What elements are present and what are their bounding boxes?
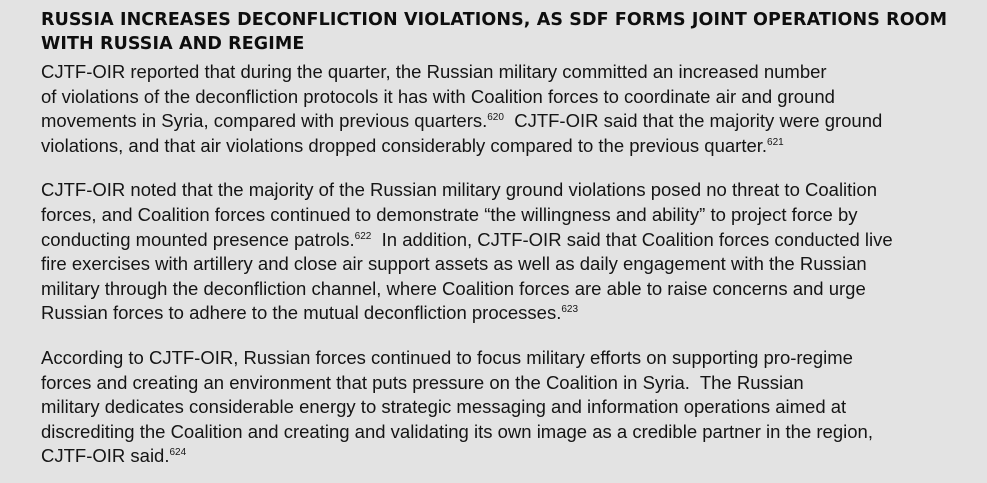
footnote-ref-623: 623 [561, 304, 579, 316]
paragraph-2: CJTF-OIR noted that the majority of the … [41, 178, 947, 326]
text-line: discrediting the Coalition and creating … [41, 420, 873, 442]
text-line: conducting mounted presence patrols.622 … [41, 228, 947, 253]
text-line: forces, and Coalition forces continued t… [41, 203, 858, 225]
text-run: violations, and that air violations drop… [41, 134, 768, 156]
footnote-ref-620: 620 [487, 112, 504, 124]
paragraph-3: According to CJTF-OIR, Russian forces co… [41, 346, 947, 469]
text-run: In addition, CJTF-OIR said that Coalitio… [371, 228, 893, 250]
text-run: CJTF-OIR said. [41, 445, 170, 467]
text-run: Russian forces to adhere to the mutual d… [41, 302, 562, 324]
text-line: CJTF-OIR said.624 [41, 444, 947, 469]
paragraph-1: CJTF-OIR reported that during the quarte… [41, 60, 947, 158]
text-line: According to CJTF-OIR, Russian forces co… [41, 346, 853, 368]
text-line: of violations of the deconfliction proto… [41, 85, 835, 107]
text-run: CJTF-OIR said that the majority were gro… [503, 110, 883, 132]
text-line: forces and creating an environment that … [41, 371, 804, 393]
text-run: movements in Syria, compared with previo… [41, 110, 488, 132]
text-line: Russian forces to adhere to the mutual d… [41, 301, 947, 326]
section-heading: RUSSIA INCREASES DECONFLICTION VIOLATION… [41, 8, 948, 56]
text-line: violations, and that air violations drop… [41, 134, 947, 159]
footnote-ref-622: 622 [354, 230, 372, 242]
text-line: military through the deconfliction chann… [41, 277, 866, 299]
heading-line-2: WITH RUSSIA AND REGIME [41, 34, 305, 54]
text-line: CJTF-OIR noted that the majority of the … [41, 179, 877, 201]
heading-line-1: RUSSIA INCREASES DECONFLICTION VIOLATION… [41, 10, 948, 30]
text-line: CJTF-OIR reported that during the quarte… [41, 61, 827, 82]
text-run: conducting mounted presence patrols. [41, 228, 355, 250]
text-line: military dedicates considerable energy t… [41, 396, 847, 418]
text-line: fire exercises with artillery and close … [41, 253, 867, 275]
text-line: movements in Syria, compared with previo… [41, 109, 947, 134]
footnote-ref-621: 621 [767, 136, 784, 148]
footnote-ref-624: 624 [169, 447, 187, 459]
